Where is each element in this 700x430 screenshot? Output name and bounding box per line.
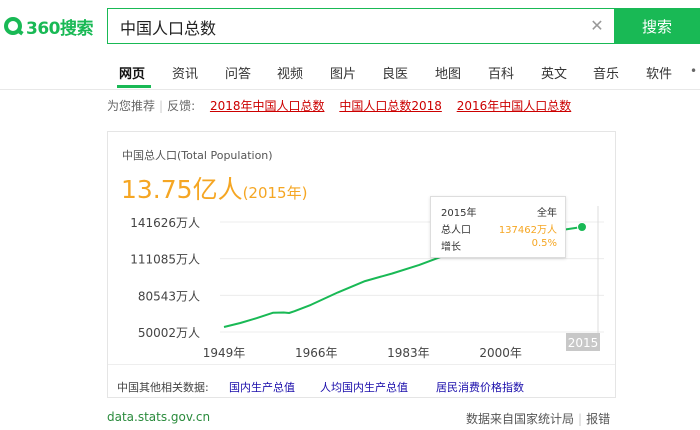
year-badge-label: 2015 [568,336,599,350]
headline-value: 13.75亿人(2015年) [121,170,307,206]
logo-icon [4,17,22,35]
recommendation-row: 为您推荐 | 反馈: 2018年中国人口总数 中国人口总数2018 2016年中国人… [107,97,571,114]
related-label: 中国其他相关数据: [117,381,209,394]
search-button[interactable]: 搜索 [614,8,700,44]
tab-video[interactable]: 视频 [277,67,304,82]
rec-link[interactable]: 中国人口总数2018 [339,99,442,113]
rec-link[interactable]: 2016年中国人口总数 [456,99,572,113]
tab-web[interactable]: 网页 [119,67,146,82]
tab-encyclopedia[interactable]: 百科 [488,67,515,82]
headline-number: 13.75亿人 [121,175,243,204]
tooltip-key-population: 总人口 [441,225,471,236]
logo-text: 360搜索 [26,18,94,39]
x-tick-label: 2000年 [479,346,522,360]
tooltip-value-population: 137462万人 [498,225,557,236]
related-data-row: 中国其他相关数据: 国内生产总值 人均国内生产总值 居民消费价格指数 [108,364,615,399]
year-badge [566,333,600,351]
chart-tooltip: 2015年 全年 总人口 137462万人 增长 0.5% [430,196,566,258]
close-icon[interactable]: ✕ [590,16,604,35]
y-tick-label: 141626万人 [130,216,200,230]
tab-english[interactable]: 英文 [541,67,568,82]
top-bar: 360搜索 ✕ 搜索 [0,0,700,53]
vertical-nav: 网页 资讯 问答 视频 图片 良医 地图 百科 英文 音乐 软件 • [0,53,700,90]
related-link-cpi[interactable]: 居民消费价格指数 [436,381,524,394]
source-note: 数据来自国家统计局 | 报错 [466,410,610,427]
active-tab-underline [117,85,151,88]
feedback-link[interactable]: 反馈: [167,99,196,113]
tooltip-value-growth: 0.5% [531,238,557,249]
rec-link[interactable]: 2018年中国人口总数 [209,99,325,113]
related-link-gdp-per-capita[interactable]: 人均国内生产总值 [320,381,408,394]
y-tick-label: 50002万人 [138,326,200,340]
related-link-gdp[interactable]: 国内生产总值 [229,381,295,394]
tooltip-row: 2015年 全年 [441,204,557,219]
y-tick-label: 111085万人 [130,253,200,267]
tooltip-row: 增长 0.5% [441,238,557,253]
population-card: 中国总人口(Total Population) 13.75亿人(2015年) 1… [107,131,616,398]
source-url[interactable]: data.stats.gov.cn [107,410,211,424]
source-text: 数据来自国家统计局 [466,412,575,426]
divider: | [159,99,164,113]
tooltip-period: 全年 [537,208,557,219]
tab-health[interactable]: 良医 [382,67,409,82]
tooltip-year: 2015年 [441,208,477,219]
tooltip-row: 总人口 137462万人 [441,221,557,236]
tab-maps[interactable]: 地图 [435,67,462,82]
tab-images[interactable]: 图片 [330,67,357,82]
headline-year: (2015年) [242,184,308,202]
search-box: ✕ [107,8,614,45]
site-logo[interactable]: 360搜索 [4,12,94,40]
card-title: 中国总人口(Total Population) [122,149,273,162]
highlight-point [577,221,587,232]
tooltip-key-growth: 增长 [441,242,461,253]
recs-label: 为您推荐 [107,99,156,113]
tab-software[interactable]: 软件 [646,67,673,82]
divider: | [578,412,583,426]
search-input[interactable] [118,9,592,45]
tab-qa[interactable]: 问答 [225,67,252,82]
x-tick-label: 1949年 [203,346,246,360]
more-icon[interactable]: • [690,64,698,78]
tab-news[interactable]: 资讯 [172,67,199,82]
x-tick-label: 1966年 [295,346,338,360]
tab-music[interactable]: 音乐 [593,67,620,82]
report-link[interactable]: 报错 [586,412,611,426]
x-tick-label: 1983年 [387,346,430,360]
y-tick-label: 80543万人 [138,289,200,303]
